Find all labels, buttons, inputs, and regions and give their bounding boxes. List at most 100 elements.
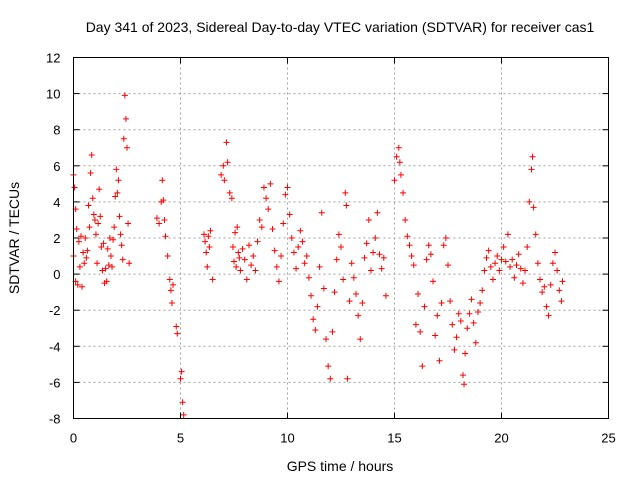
data-point (376, 251, 383, 258)
data-point (209, 276, 216, 283)
data-point (524, 244, 531, 251)
data-point (530, 204, 537, 211)
data-point (269, 225, 276, 232)
data-point (83, 254, 90, 261)
data-point (174, 330, 181, 337)
data-point (167, 287, 174, 294)
y-axis-label: SDTVAR / TECUs (6, 182, 22, 294)
data-point (363, 240, 370, 247)
data-point (327, 375, 334, 382)
data-point (245, 242, 252, 249)
x-tick-label: 25 (601, 431, 615, 446)
chart-title: Day 341 of 2023, Sidereal Day-to-day VTE… (86, 19, 595, 35)
data-point (118, 242, 125, 249)
data-point (442, 235, 449, 241)
data-point (308, 292, 315, 299)
data-point (528, 166, 535, 173)
data-point (301, 260, 308, 267)
data-point (459, 372, 466, 379)
data-point (117, 231, 124, 238)
data-point (234, 224, 241, 231)
data-point (436, 357, 443, 364)
data-point (507, 263, 514, 270)
y-tick-label: 10 (46, 87, 60, 102)
data-point (406, 242, 413, 249)
data-point (107, 253, 114, 260)
data-point (417, 328, 424, 335)
data-point (543, 303, 550, 310)
data-point (305, 274, 312, 281)
data-point (166, 276, 173, 283)
data-point (556, 287, 563, 294)
data-point (119, 256, 126, 263)
data-point (318, 209, 325, 216)
data-point (421, 303, 428, 310)
data-point (391, 177, 398, 184)
data-point (430, 278, 437, 285)
data-point (496, 267, 503, 274)
data-point (404, 233, 411, 240)
data-point (88, 151, 95, 158)
data-point (415, 290, 422, 297)
data-point (462, 350, 469, 357)
data-point (207, 227, 214, 234)
data-point (84, 247, 91, 254)
data-point (110, 236, 117, 243)
data-point (549, 260, 556, 267)
data-point (271, 247, 278, 254)
data-point (243, 276, 250, 283)
data-point (449, 321, 456, 328)
data-point (122, 115, 129, 122)
data-point (89, 195, 96, 202)
data-point (77, 233, 84, 240)
data-point (365, 216, 372, 223)
data-point (457, 318, 464, 325)
data-point (115, 177, 122, 184)
data-point (74, 281, 81, 288)
data-point (489, 276, 496, 283)
data-point (474, 309, 481, 316)
data-point (173, 323, 180, 330)
data-point (203, 249, 210, 256)
x-tick-label: 20 (494, 431, 508, 446)
y-tick-label: 2 (53, 231, 60, 246)
axis-ticks: 0 5 10 15 20 25 -8 -6 -4 -2 0 2 4 6 8 10 12 (46, 51, 616, 446)
data-point (451, 346, 458, 353)
data-point (226, 189, 233, 196)
data-point (94, 260, 101, 267)
data-point (159, 177, 166, 184)
data-point (177, 375, 184, 382)
data-point (340, 276, 347, 283)
data-point (352, 290, 359, 297)
data-point (218, 171, 225, 178)
data-point (179, 399, 186, 406)
data-point (233, 263, 240, 270)
x-tick-label: 10 (280, 431, 294, 446)
data-point (286, 211, 293, 218)
data-point (79, 283, 86, 290)
data-point (116, 213, 123, 220)
data-point (539, 289, 546, 296)
data-point (329, 328, 336, 335)
data-point (75, 238, 82, 245)
data-point (106, 235, 113, 241)
data-point (97, 213, 104, 220)
data-point (164, 253, 171, 260)
y-tick-label: -8 (49, 412, 61, 427)
data-point (378, 265, 385, 272)
data-point (231, 258, 237, 265)
data-point (500, 244, 507, 251)
data-point (104, 245, 111, 252)
data-point (400, 189, 407, 196)
data-point (205, 233, 212, 240)
data-point (98, 244, 105, 251)
data-point (102, 265, 109, 272)
data-point (303, 253, 310, 260)
data-point (558, 298, 565, 305)
data-point (113, 166, 120, 173)
data-point (237, 267, 244, 274)
data-point (537, 276, 544, 283)
data-point (81, 260, 88, 267)
y-tick-label: 6 (53, 159, 60, 174)
